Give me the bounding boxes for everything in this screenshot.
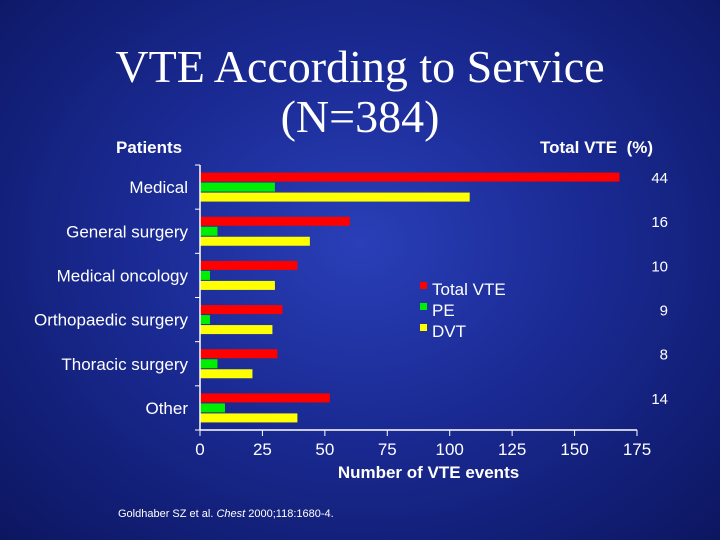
bar-general-surgery-pe bbox=[200, 226, 218, 236]
category-label-thoracic-surgery: Thoracic surgery bbox=[61, 355, 188, 374]
legend-label-pe: PE bbox=[432, 301, 455, 320]
x-tick-label: 25 bbox=[253, 440, 272, 459]
x-tick-label: 75 bbox=[378, 440, 397, 459]
x-tick-label: 125 bbox=[498, 440, 526, 459]
legend-label-total-vte: Total VTE bbox=[432, 280, 506, 299]
legend-swatch-pe bbox=[420, 303, 427, 310]
citation-journal: Chest bbox=[216, 508, 246, 520]
bar-orthopaedic-surgery-pe bbox=[200, 315, 210, 325]
legend: Total VTE PE DVT bbox=[420, 280, 506, 341]
percent-label-other: 14 bbox=[651, 391, 668, 408]
bar-other-total-vte bbox=[200, 393, 330, 403]
percent-label-general-surgery: 16 bbox=[651, 214, 668, 231]
citation-rest: 2000;118:1680-4. bbox=[245, 508, 334, 520]
bar-orthopaedic-surgery-dvt bbox=[200, 325, 273, 335]
title-line-2: (N=384) bbox=[280, 91, 440, 142]
labels-group: Medical 44 General surgery 16 Medical oncolo… bbox=[34, 170, 668, 482]
axes-group bbox=[195, 164, 638, 436]
percent-label-medical: 44 bbox=[651, 170, 668, 187]
category-label-orthopaedic-surgery: Orthopaedic surgery bbox=[34, 311, 189, 330]
category-label-medical-oncology: Medical oncology bbox=[57, 266, 189, 285]
legend-label-dvt: DVT bbox=[432, 322, 466, 341]
patients-header: Patients bbox=[116, 138, 183, 157]
x-tick-label: 100 bbox=[436, 440, 464, 459]
percent-label-orthopaedic-surgery: 9 bbox=[660, 303, 668, 320]
bar-medical-total-vte bbox=[200, 172, 620, 182]
bar-medical-oncology-total-vte bbox=[200, 260, 298, 270]
bar-medical-pe bbox=[200, 182, 275, 192]
bar-general-surgery-total-vte bbox=[200, 216, 350, 226]
legend-swatch-total-vte bbox=[420, 282, 427, 289]
bar-orthopaedic-surgery-total-vte bbox=[200, 305, 283, 315]
x-axis-label: Number of VTE events bbox=[338, 463, 519, 482]
bar-medical-oncology-pe bbox=[200, 270, 210, 280]
x-tick-label: 0 bbox=[195, 440, 204, 459]
bar-general-surgery-dvt bbox=[200, 236, 310, 246]
x-tick-label: 175 bbox=[623, 440, 651, 459]
bar-thoracic-surgery-dvt bbox=[200, 369, 253, 379]
x-tick-label: 50 bbox=[315, 440, 334, 459]
bars-group bbox=[200, 172, 620, 423]
bar-medical-dvt bbox=[200, 192, 470, 202]
x-tick-label: 150 bbox=[560, 440, 588, 459]
bar-thoracic-surgery-total-vte bbox=[200, 349, 278, 359]
category-label-other: Other bbox=[145, 399, 188, 418]
category-label-general-surgery: General surgery bbox=[66, 222, 188, 241]
legend-swatch-dvt bbox=[420, 324, 427, 331]
bar-other-pe bbox=[200, 403, 225, 413]
citation: Goldhaber SZ et al. Chest 2000;118:1680-… bbox=[118, 508, 334, 520]
bar-other-dvt bbox=[200, 413, 298, 423]
category-label-medical: Medical bbox=[129, 178, 188, 197]
total-vte-percent-header: Total VTE (%) bbox=[540, 138, 654, 157]
bar-thoracic-surgery-pe bbox=[200, 359, 218, 369]
bar-medical-oncology-dvt bbox=[200, 280, 275, 290]
percent-label-medical-oncology: 10 bbox=[651, 258, 668, 275]
title-line-1: VTE According to Service bbox=[115, 41, 605, 92]
percent-label-thoracic-surgery: 8 bbox=[660, 347, 668, 364]
citation-authors: Goldhaber SZ et al. bbox=[118, 508, 217, 520]
chart-title: VTE According to Service (N=384) bbox=[0, 42, 720, 142]
